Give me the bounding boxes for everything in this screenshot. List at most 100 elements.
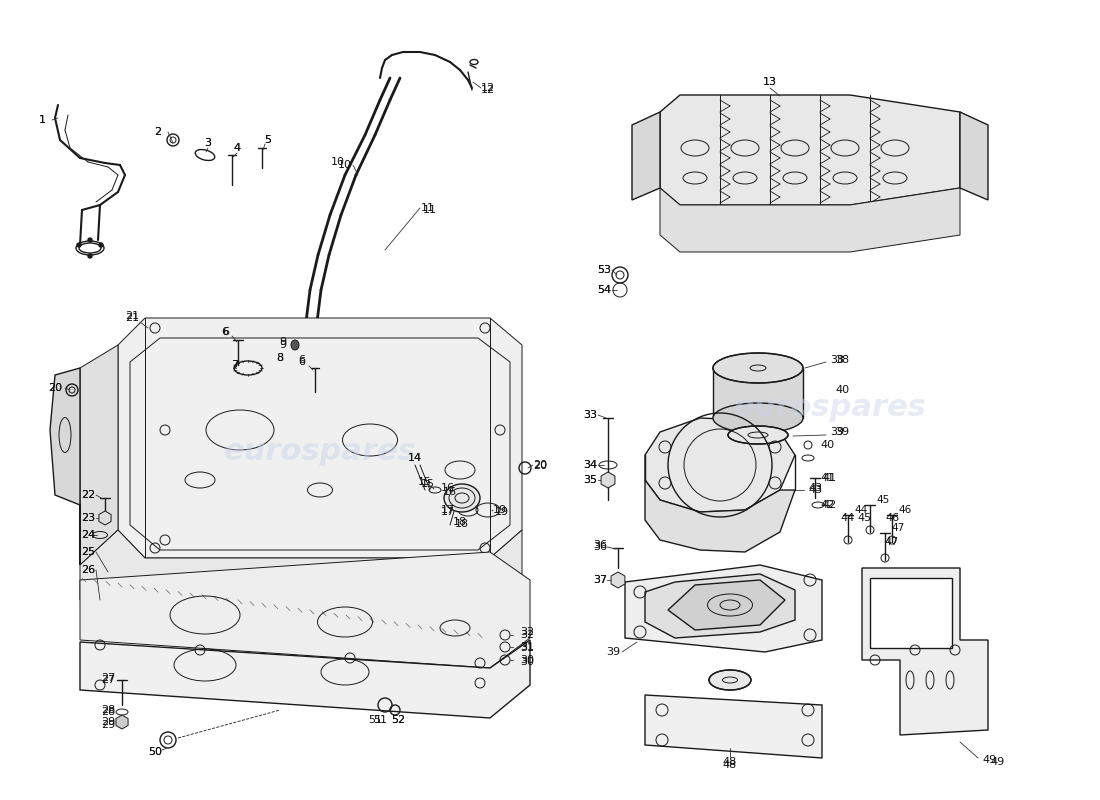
Text: 27: 27 [101, 673, 116, 683]
Polygon shape [645, 574, 795, 638]
Text: 30: 30 [520, 655, 534, 665]
Text: 51: 51 [368, 715, 382, 725]
Circle shape [88, 238, 92, 242]
Text: eurospares: eurospares [223, 438, 417, 466]
Text: 13: 13 [763, 77, 777, 87]
Text: 29: 29 [101, 717, 116, 727]
Text: 21: 21 [125, 311, 139, 321]
Text: 39: 39 [606, 647, 620, 657]
Text: 34: 34 [583, 460, 597, 470]
Text: 29: 29 [101, 720, 116, 730]
Text: 48: 48 [723, 757, 737, 767]
Text: 33: 33 [583, 410, 597, 420]
Text: 20: 20 [532, 461, 547, 471]
Text: 14: 14 [408, 453, 422, 463]
Text: 24: 24 [81, 530, 95, 540]
Polygon shape [660, 95, 960, 205]
Text: 54: 54 [597, 285, 612, 295]
Text: 9: 9 [279, 340, 287, 350]
Text: 27: 27 [101, 675, 116, 685]
Text: 30: 30 [520, 657, 534, 667]
Text: 28: 28 [101, 707, 116, 717]
Polygon shape [80, 530, 522, 628]
Text: 35: 35 [583, 475, 597, 485]
Circle shape [99, 243, 103, 247]
Ellipse shape [292, 340, 299, 350]
Text: 41: 41 [820, 473, 834, 483]
Polygon shape [632, 112, 660, 200]
Text: 16: 16 [441, 483, 455, 493]
Ellipse shape [710, 670, 751, 690]
Text: 15: 15 [421, 479, 434, 489]
Ellipse shape [444, 484, 480, 512]
Text: 5: 5 [264, 135, 272, 145]
Text: 47: 47 [891, 523, 904, 533]
Text: 2: 2 [154, 127, 162, 137]
Text: 4: 4 [233, 143, 241, 153]
Polygon shape [870, 578, 952, 648]
Polygon shape [80, 552, 530, 668]
Text: 42: 42 [822, 500, 836, 510]
Text: 26: 26 [81, 565, 95, 575]
Text: 39: 39 [835, 427, 849, 437]
Text: 20: 20 [48, 383, 62, 393]
Ellipse shape [713, 353, 803, 383]
Circle shape [77, 243, 81, 247]
Text: 14: 14 [408, 453, 422, 463]
Text: 46: 46 [898, 505, 911, 515]
Text: 22: 22 [81, 490, 95, 500]
Text: 24: 24 [81, 530, 95, 540]
Text: 11: 11 [424, 205, 437, 215]
Text: 49: 49 [990, 757, 1004, 767]
Ellipse shape [728, 426, 788, 444]
Ellipse shape [713, 403, 803, 433]
Polygon shape [645, 695, 822, 758]
Text: 6: 6 [222, 327, 230, 337]
Text: 38: 38 [830, 355, 844, 365]
Text: 53: 53 [597, 265, 611, 275]
Text: 44: 44 [840, 513, 855, 523]
Text: 34: 34 [583, 460, 597, 470]
Text: 23: 23 [81, 513, 95, 523]
Text: 35: 35 [583, 475, 597, 485]
Text: 32: 32 [520, 630, 535, 640]
Text: 3: 3 [205, 138, 211, 148]
Text: 39: 39 [830, 427, 844, 437]
Text: 46: 46 [884, 513, 899, 523]
Text: 2: 2 [154, 127, 162, 137]
Text: 9: 9 [279, 337, 287, 347]
Text: 8: 8 [276, 353, 284, 363]
Text: eurospares: eurospares [734, 394, 926, 422]
Text: 6: 6 [298, 357, 306, 367]
Text: 48: 48 [723, 760, 737, 770]
Text: 12: 12 [481, 83, 495, 93]
Text: 19: 19 [493, 505, 507, 515]
Text: 11: 11 [421, 203, 434, 213]
Text: 43: 43 [808, 485, 822, 495]
Text: 26: 26 [81, 565, 95, 575]
Text: 52: 52 [390, 715, 405, 725]
Text: 10: 10 [338, 160, 352, 170]
Text: 50: 50 [148, 747, 162, 757]
Polygon shape [660, 188, 960, 252]
Text: 16: 16 [443, 487, 456, 497]
Polygon shape [118, 318, 522, 558]
Polygon shape [50, 368, 80, 565]
Text: 17: 17 [441, 507, 455, 517]
Text: 25: 25 [81, 547, 95, 557]
Text: 7: 7 [231, 360, 239, 370]
Text: 6: 6 [298, 355, 306, 365]
Text: 40: 40 [835, 385, 849, 395]
Text: 32: 32 [520, 627, 535, 637]
Text: 20: 20 [532, 460, 547, 470]
Polygon shape [80, 345, 118, 565]
Polygon shape [713, 368, 803, 418]
Text: 52: 52 [390, 715, 405, 725]
Text: 37: 37 [593, 575, 607, 585]
Circle shape [88, 254, 92, 258]
Text: 3: 3 [205, 138, 211, 148]
Text: 1: 1 [39, 115, 45, 125]
Text: 50: 50 [148, 747, 162, 757]
Polygon shape [645, 480, 795, 552]
Text: 44: 44 [854, 505, 867, 515]
